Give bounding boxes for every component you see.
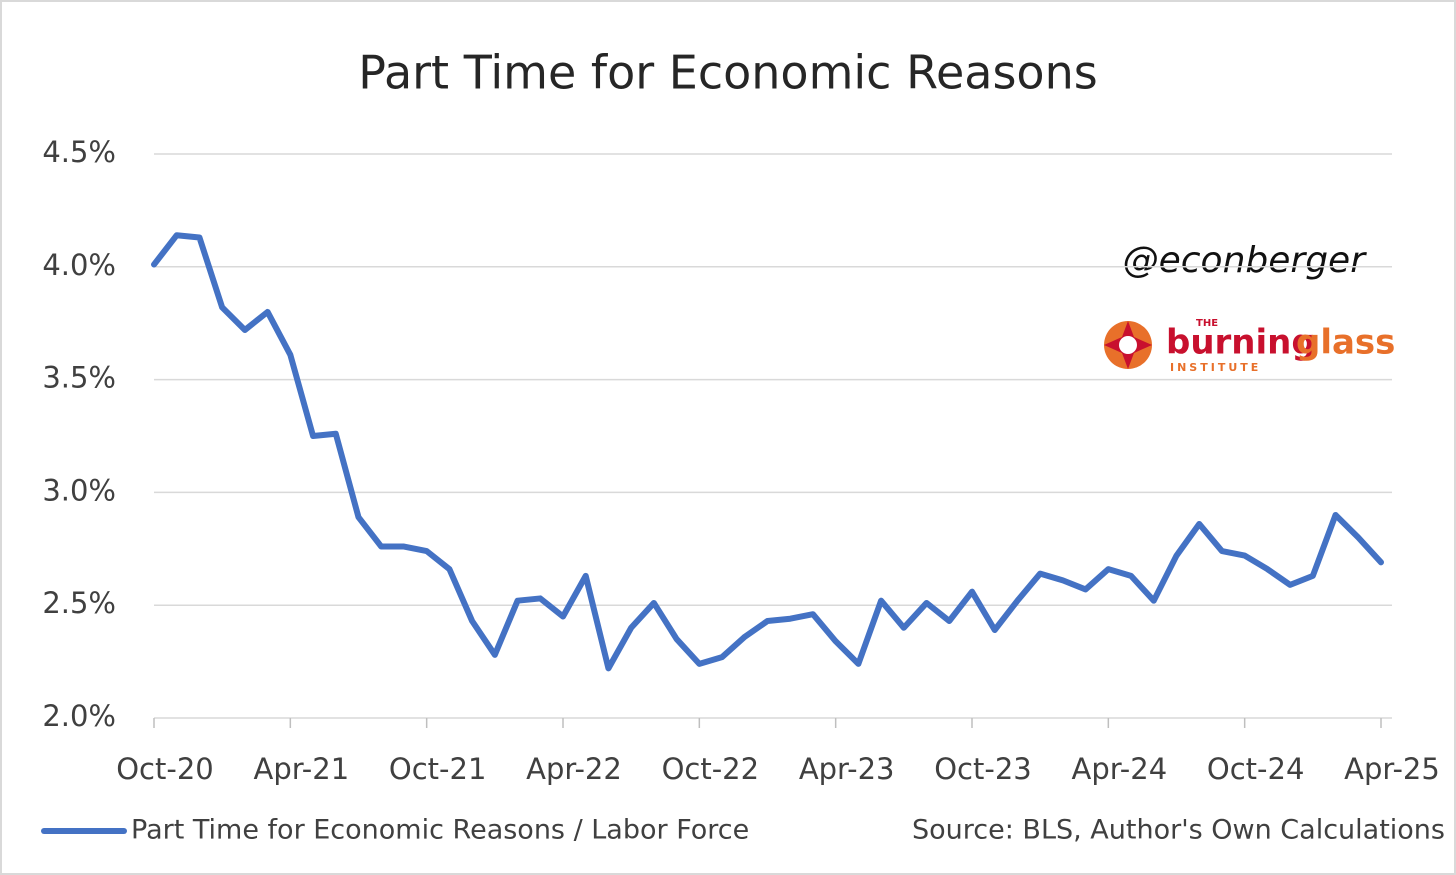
y-tick-label: 2.5% bbox=[42, 586, 116, 620]
annotation: @econberger bbox=[1123, 240, 1368, 281]
chart-title: Part Time for Economic Reasons bbox=[358, 46, 1097, 100]
y-tick-label: 3.5% bbox=[42, 361, 116, 395]
y-tick-label: 2.0% bbox=[42, 699, 116, 733]
logo-word1: burning bbox=[1166, 323, 1316, 363]
logo-icon bbox=[1104, 321, 1152, 369]
source-note: Source: BLS, Author's Own Calculations bbox=[912, 815, 1445, 846]
x-tick-label: Oct-22 bbox=[662, 752, 760, 786]
x-tick-label: Oct-20 bbox=[116, 752, 214, 786]
y-tick-label: 3.0% bbox=[42, 473, 116, 507]
logo-institute: INSTITUTE bbox=[1170, 361, 1261, 374]
x-tick-label: Oct-24 bbox=[1207, 752, 1305, 786]
logo-word2: glass bbox=[1296, 323, 1395, 363]
legend-label: Part Time for Economic Reasons / Labor F… bbox=[131, 815, 749, 846]
y-tick-label: 4.0% bbox=[42, 248, 116, 282]
x-tick-label: Apr-22 bbox=[526, 752, 622, 786]
logo: THE burning glass INSTITUTE bbox=[1104, 318, 1395, 374]
x-tick-label: Apr-23 bbox=[799, 752, 895, 786]
y-tick-label: 4.5% bbox=[42, 135, 116, 169]
x-tick-label: Apr-24 bbox=[1071, 752, 1167, 786]
logo-the: THE bbox=[1196, 318, 1218, 329]
x-tick-label: Oct-23 bbox=[934, 752, 1032, 786]
data-line bbox=[151, 232, 1384, 672]
x-tick-label: Apr-25 bbox=[1344, 752, 1440, 786]
x-tick-label: Oct-21 bbox=[389, 752, 487, 786]
x-tick-label: Apr-21 bbox=[253, 752, 349, 786]
